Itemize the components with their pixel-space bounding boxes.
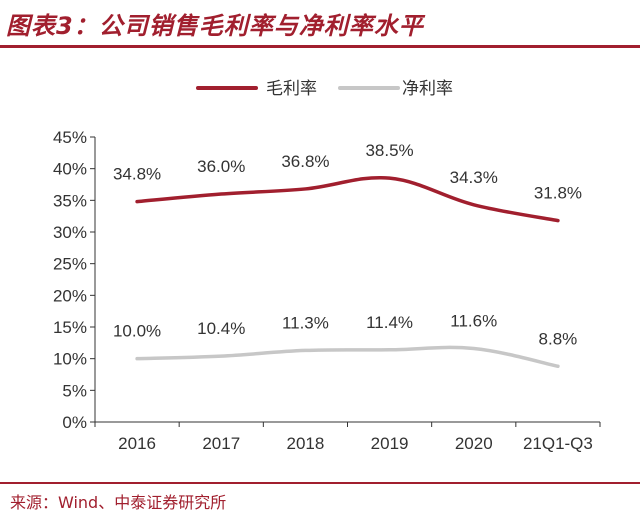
title-bar: 图表3：公司销售毛利率与净利率水平 — [0, 0, 640, 44]
y-tick-label: 0% — [62, 413, 87, 432]
y-tick-label: 15% — [53, 318, 87, 337]
x-tick-label: 2018 — [287, 434, 325, 453]
source-note: 来源：Wind、中泰证券研究所 — [10, 493, 227, 512]
y-tick-label: 25% — [53, 255, 87, 274]
data-label-gross: 36.8% — [281, 152, 329, 171]
data-label-gross: 36.0% — [197, 157, 245, 176]
series-line-gross — [135, 175, 560, 223]
chart-title: 图表3：公司销售毛利率与净利率水平 — [6, 12, 424, 40]
legend-label-net: 净利率 — [402, 79, 453, 98]
x-tick-label: 2019 — [371, 434, 409, 453]
y-tick-label: 35% — [53, 191, 87, 210]
x-tick-label: 21Q1-Q3 — [523, 434, 593, 453]
title-divider — [0, 45, 640, 48]
data-label-gross: 31.8% — [534, 184, 582, 203]
data-label-net: 11.4% — [366, 313, 413, 332]
x-tick-label: 2020 — [455, 434, 493, 453]
y-tick-label: 20% — [53, 286, 87, 305]
source-divider — [0, 482, 640, 484]
y-tick-label: 40% — [53, 160, 87, 179]
y-tick-label: 10% — [53, 350, 87, 369]
line-chart: 毛利率 净利率 0% 5% 10% 15% 20% 25% 30% 35% 40% 45% 2016 20… — [53, 79, 601, 453]
data-label-net: 11.6% — [450, 312, 497, 331]
x-tick-label: 2017 — [202, 434, 240, 453]
data-label-gross: 38.5% — [365, 141, 413, 160]
legend-label-gross: 毛利率 — [266, 79, 317, 98]
series-line-net — [135, 345, 560, 369]
data-label-net: 10.0% — [113, 322, 161, 341]
data-label-net: 11.3% — [282, 313, 329, 332]
y-tick-label: 45% — [53, 128, 87, 147]
data-label-gross: 34.8% — [113, 165, 161, 184]
data-label-net: 8.8% — [539, 329, 578, 348]
x-tick-label: 2016 — [118, 434, 156, 453]
data-label-net: 10.4% — [197, 319, 245, 338]
y-tick-label: 30% — [53, 223, 87, 242]
data-label-gross: 34.3% — [450, 168, 498, 187]
y-tick-label: 5% — [62, 381, 87, 400]
